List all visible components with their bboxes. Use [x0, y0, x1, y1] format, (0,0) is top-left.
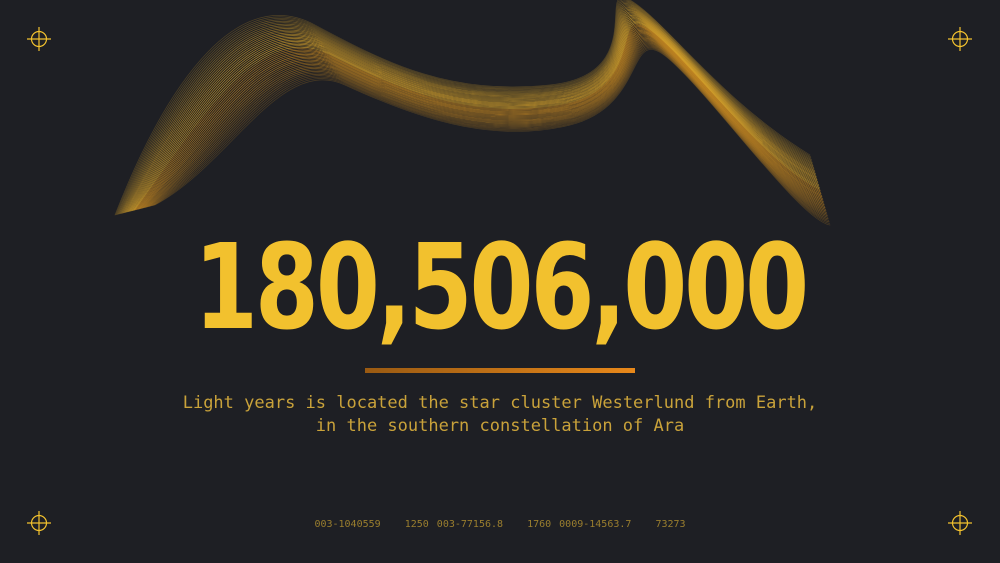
wave-line	[116, 0, 812, 215]
description: Light years is located the star cluster …	[0, 392, 1000, 438]
wave-line	[145, 37, 826, 210]
wave-line	[123, 8, 815, 214]
wave-line	[149, 42, 828, 217]
wave-line	[147, 40, 827, 213]
wave-line	[135, 24, 821, 211]
wave-line	[130, 18, 819, 212]
headline-underline	[365, 368, 635, 373]
footer-code: 73273	[655, 519, 686, 530]
wave-line	[122, 7, 815, 214]
crosshair-icon	[27, 511, 51, 535]
wave-line	[126, 12, 817, 213]
wave-line	[150, 43, 829, 218]
wave-line	[138, 28, 823, 210]
footer-code: 1250 003-77156.8	[404, 519, 504, 530]
wave-line	[124, 10, 816, 213]
footer-code: 003-1040559	[314, 519, 381, 530]
wave-line	[134, 23, 821, 211]
wave-line	[143, 34, 825, 209]
wave-line	[148, 41, 828, 215]
wave-line	[117, 0, 812, 215]
wave-line	[118, 1, 813, 215]
wave-line	[153, 47, 830, 224]
wave-line	[137, 27, 822, 210]
wave-line	[136, 26, 822, 210]
wave-line	[121, 6, 814, 214]
wave-line	[119, 4, 814, 215]
wave-line	[140, 31, 824, 209]
wave-line	[151, 44, 829, 220]
wave-line	[115, 0, 811, 216]
wave-line	[151, 45, 830, 221]
wave-line	[142, 33, 825, 209]
wave-line	[143, 35, 826, 209]
wave-line	[132, 20, 820, 211]
crosshair-icon	[948, 27, 972, 51]
wave-line	[127, 14, 818, 213]
wave-line	[141, 32, 824, 209]
wave-line	[144, 36, 826, 209]
wave-line	[133, 21, 820, 211]
wave-line	[120, 5, 814, 214]
crosshair-icon	[27, 27, 51, 51]
footer-codes: 003-1040559 1250 003-77156.8 1760 0009-1…	[0, 519, 1000, 530]
wave-line	[127, 13, 817, 213]
footer-code: 1760 0009-14563.7	[527, 519, 632, 530]
wave-line	[128, 16, 818, 212]
crosshair-icon	[948, 511, 972, 535]
headline-number: 180,506,000	[194, 218, 809, 356]
wave-line	[146, 39, 827, 212]
wave-line	[125, 11, 816, 213]
wave-line	[129, 17, 818, 212]
wave-line	[139, 30, 823, 210]
wave-line	[131, 19, 819, 212]
description-line-1: Light years is located the star cluster …	[182, 393, 818, 413]
wave-line	[114, 0, 811, 216]
wave-line	[119, 3, 813, 215]
wave-line	[154, 49, 831, 226]
description-line-2: in the southern constellation of Ara	[315, 416, 685, 436]
wave-line	[152, 46, 830, 223]
wave-line	[135, 25, 822, 211]
